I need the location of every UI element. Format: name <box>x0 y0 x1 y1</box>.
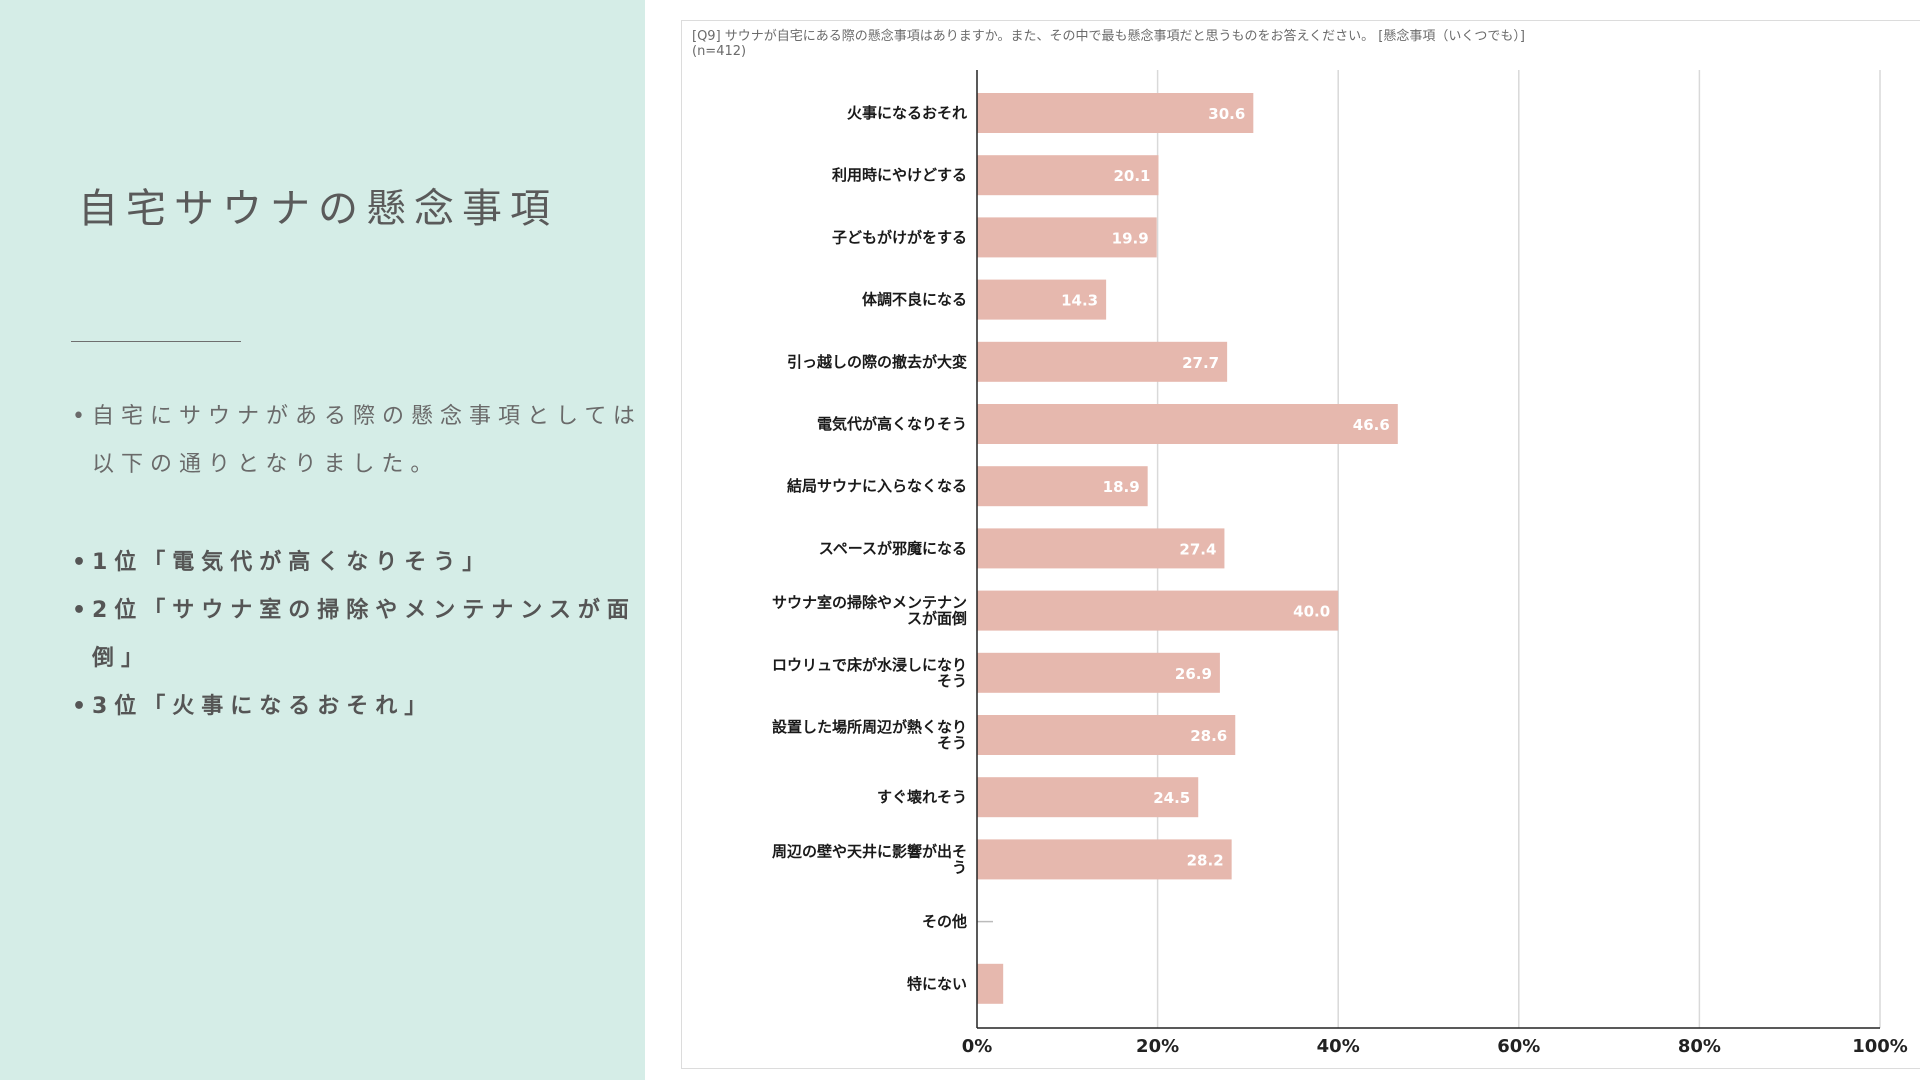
bar <box>977 777 1199 818</box>
bar-value-label: 40.0 <box>1293 603 1330 621</box>
category-label: スが面倒 <box>907 610 967 628</box>
category-label: ロウリュで床が水浸しになり <box>772 656 967 674</box>
category-label: 利用時にやけどする <box>832 166 967 184</box>
x-tick-label: 100% <box>1852 1036 1908 1057</box>
category-label: すぐ壊れそう <box>877 788 967 806</box>
bar-value-label: 24.5 <box>1153 789 1190 807</box>
bar-value-label: 14.3 <box>1061 292 1098 310</box>
title-divider <box>71 341 241 342</box>
category-label: サウナ室の掃除やメンテナン <box>772 594 967 612</box>
bar <box>977 93 1254 133</box>
chart-frame <box>681 20 1920 1069</box>
ranking-2: •2位「サウナ室の掃除やメンテナンスが面 <box>72 592 636 624</box>
ranking-3-text: 3位「火事になるおそれ」 <box>92 694 434 719</box>
bar <box>977 652 1220 693</box>
bar <box>977 466 1148 507</box>
x-tick-label: 80% <box>1678 1036 1721 1057</box>
category-label: 引っ越しの際の撤去が大変 <box>787 353 967 371</box>
bullet-dot: • <box>72 404 92 429</box>
bar <box>977 963 1004 1004</box>
bar-value-label: 46.6 <box>1353 416 1390 434</box>
category-label: 設置した場所周辺が熱くなり <box>772 718 967 736</box>
ranking-2-text: 2位「サウナ室の掃除やメンテナンスが面 <box>92 598 636 623</box>
chart-question: [Q9] サウナが自宅にある際の懸念事項はありますか。また、その中で最も懸念事項… <box>692 29 1525 44</box>
category-label: 特にない <box>907 975 967 993</box>
intro-line-2: 以下の通りとなりました。 <box>92 452 440 477</box>
bar-value-label: 20.1 <box>1113 167 1150 185</box>
category-label: 体調不良になる <box>862 291 967 309</box>
bar <box>977 404 1398 444</box>
bar-value-label: 27.7 <box>1182 354 1219 372</box>
ranking-2-continuation: 倒」 <box>92 646 151 671</box>
bar <box>977 715 1236 755</box>
bar-value-label: 26.9 <box>1175 665 1212 683</box>
intro-line-1: •自宅にサウナがある際の懸念事項としては <box>72 398 642 430</box>
bar-value-label: 30.6 <box>1208 105 1245 123</box>
bar <box>977 155 1159 196</box>
category-label: その他 <box>922 913 967 931</box>
bullet-dot: • <box>72 550 94 575</box>
bar-value-label: 28.6 <box>1190 727 1227 745</box>
bar-value-label: 19.9 <box>1112 229 1149 247</box>
category-label: スペースが邪魔になる <box>819 539 967 557</box>
category-label: 子どもがけがをする <box>832 228 967 246</box>
bullet-dot: • <box>72 598 94 623</box>
chart-header: [Q9] サウナが自宅にある際の懸念事項はありますか。また、その中で最も懸念事項… <box>692 29 1892 59</box>
bar-value-label: 28.2 <box>1187 851 1224 869</box>
chart-sample-size: (n=412) <box>692 44 747 59</box>
ranking-1-text: 1位「電気代が高くなりそう」 <box>92 550 492 575</box>
bullet-dot: • <box>72 694 94 719</box>
category-label: 結局サウナに入らなくなる <box>787 477 967 495</box>
category-label: 周辺の壁や天井に影響が出そ <box>772 842 967 860</box>
category-label: 電気代が高くなりそう <box>817 415 967 433</box>
slide-title: 自宅サウナの懸念事項 <box>78 186 558 232</box>
x-tick-label: 0% <box>962 1036 993 1057</box>
bar <box>977 528 1225 569</box>
bar <box>977 590 1339 631</box>
ranking-1: •1位「電気代が高くなりそう」 <box>72 544 491 576</box>
category-label: う <box>952 858 967 876</box>
bar <box>977 217 1157 258</box>
category-label: そう <box>937 734 967 752</box>
category-label: 火事になるおそれ <box>847 104 967 122</box>
bar-value-label: 27.4 <box>1179 540 1216 558</box>
bar <box>977 341 1228 382</box>
left-panel: 自宅サウナの懸念事項 •自宅にサウナがある際の懸念事項としては 以下の通りとなり… <box>0 0 645 1080</box>
category-label: そう <box>937 672 967 690</box>
x-tick-label: 40% <box>1317 1036 1360 1057</box>
bar <box>977 839 1232 880</box>
bar <box>977 279 1107 320</box>
ranking-3: •3位「火事になるおそれ」 <box>72 688 433 720</box>
x-tick-label: 60% <box>1497 1036 1540 1057</box>
intro-text-1: 自宅にサウナがある際の懸念事項としては <box>92 404 642 429</box>
bar-value-label: 18.9 <box>1103 478 1140 496</box>
x-tick-label: 20% <box>1136 1036 1179 1057</box>
